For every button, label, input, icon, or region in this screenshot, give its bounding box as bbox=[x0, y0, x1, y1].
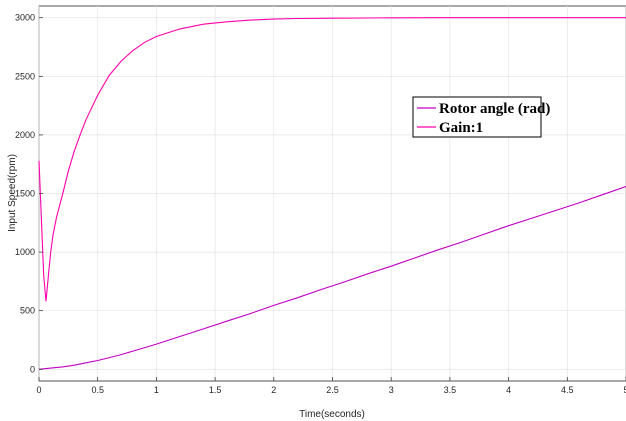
legend-label-rotor-angle: Rotor angle (rad) bbox=[439, 101, 550, 117]
x-tick-label: 2 bbox=[271, 385, 276, 395]
y-tick-label: 3000 bbox=[15, 13, 35, 23]
series-layer bbox=[38, 17, 626, 370]
y-tick-label: 1500 bbox=[15, 189, 35, 199]
x-axis-label: Time(seconds) bbox=[299, 409, 365, 420]
x-tick-label: 2.5 bbox=[326, 385, 339, 395]
legend-box bbox=[412, 96, 542, 138]
x-tick-label: 4 bbox=[506, 385, 511, 395]
x-tick-label: 5 bbox=[623, 385, 626, 395]
legend: Rotor angle (rad) Gain:1 bbox=[412, 96, 550, 138]
x-tick-label: 0.5 bbox=[91, 385, 104, 395]
x-tick-label: 3.5 bbox=[444, 385, 457, 395]
y-axis-label: Input Speed(rpm) bbox=[7, 154, 18, 232]
grid-lines bbox=[38, 6, 626, 381]
x-tick-label: 1 bbox=[154, 385, 159, 395]
y-tick-label: 1000 bbox=[15, 247, 35, 257]
y-tick-label: 0 bbox=[30, 364, 35, 374]
axis-ticks: 0 0.5 1 1.5 2 2.5 3 3.5 4 4.5 5 0 500 1000 1500 2000 250… bbox=[15, 13, 626, 395]
legend-label-gain: Gain:1 bbox=[439, 120, 483, 136]
x-tick-label: 1.5 bbox=[209, 385, 222, 395]
x-tick-label: 4.5 bbox=[561, 385, 574, 395]
series-line-1 bbox=[38, 17, 626, 302]
y-tick-label: 500 bbox=[20, 306, 35, 316]
series-line-0 bbox=[38, 185, 626, 370]
x-tick-label: 3 bbox=[389, 385, 394, 395]
y-tick-label: 2000 bbox=[15, 130, 35, 140]
y-tick-label: 2500 bbox=[15, 71, 35, 81]
x-tick-label: 0 bbox=[36, 385, 41, 395]
